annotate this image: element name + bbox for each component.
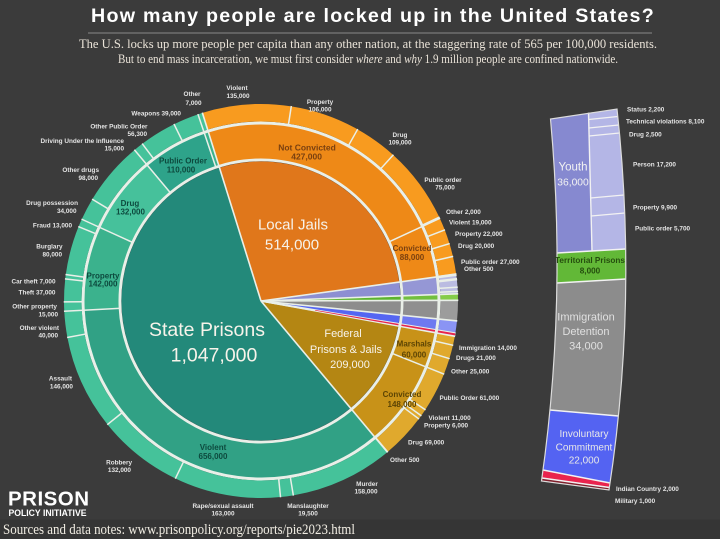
svg-text:110,000: 110,000 xyxy=(167,166,196,175)
svg-text:Marshals: Marshals xyxy=(397,339,432,348)
svg-text:209,000: 209,000 xyxy=(330,359,370,371)
svg-text:Drug 2,500: Drug 2,500 xyxy=(629,132,662,139)
svg-text:Violent: Violent xyxy=(200,443,227,452)
svg-text:POLICY INITIATIVE: POLICY INITIATIVE xyxy=(9,508,87,519)
svg-text:Local Jails: Local Jails xyxy=(258,217,328,234)
svg-text:How many people are locked up: How many people are locked up in the Uni… xyxy=(91,6,655,27)
svg-text:Other 500: Other 500 xyxy=(390,457,420,464)
svg-text:80,000: 80,000 xyxy=(42,252,62,259)
svg-text:132,000: 132,000 xyxy=(108,467,132,474)
svg-text:148,000: 148,000 xyxy=(388,400,417,409)
svg-text:Public Order: Public Order xyxy=(159,157,207,166)
svg-text:135,000: 135,000 xyxy=(226,93,250,100)
svg-text:Detention: Detention xyxy=(562,326,609,338)
svg-text:15,000: 15,000 xyxy=(38,312,58,319)
svg-text:Public Order 61,000: Public Order 61,000 xyxy=(440,395,500,402)
svg-text:Driving Under the Influence: Driving Under the Influence xyxy=(41,138,125,145)
svg-text:56,300: 56,300 xyxy=(127,131,147,138)
svg-text:Convicted: Convicted xyxy=(393,244,432,253)
svg-text:Other violent: Other violent xyxy=(20,325,60,332)
svg-text:Territorial Prisons: Territorial Prisons xyxy=(555,256,625,265)
svg-text:36,000: 36,000 xyxy=(557,178,589,189)
svg-text:Other: Other xyxy=(183,91,201,98)
svg-text:146,000: 146,000 xyxy=(50,384,74,391)
svg-text:Prisons & Jails: Prisons & Jails xyxy=(310,344,383,356)
svg-text:Property 6,000: Property 6,000 xyxy=(424,423,468,430)
svg-text:Commitment: Commitment xyxy=(556,443,613,454)
svg-text:Public order 5,700: Public order 5,700 xyxy=(635,226,690,233)
svg-text:Manslaughter: Manslaughter xyxy=(287,503,329,510)
svg-text:514,000: 514,000 xyxy=(265,237,319,254)
svg-text:163,000: 163,000 xyxy=(211,511,235,518)
svg-text:The U.S. locks up more people: The U.S. locks up more people per capita… xyxy=(79,37,657,51)
svg-text:60,000: 60,000 xyxy=(402,351,427,360)
svg-text:8,000: 8,000 xyxy=(580,267,601,276)
svg-text:Fraud 13,000: Fraud 13,000 xyxy=(33,223,73,230)
svg-text:88,000: 88,000 xyxy=(400,253,425,262)
svg-text:427,000: 427,000 xyxy=(291,152,322,162)
svg-text:Property 9,900: Property 9,900 xyxy=(633,205,677,212)
svg-text:158,000: 158,000 xyxy=(354,489,378,496)
svg-text:Other drugs: Other drugs xyxy=(62,167,99,174)
svg-text:Convicted: Convicted xyxy=(383,390,422,399)
svg-text:Assault: Assault xyxy=(49,376,73,383)
svg-text:Drug possession: Drug possession xyxy=(26,200,78,207)
svg-text:Theft 37,000: Theft 37,000 xyxy=(19,290,56,297)
svg-text:Public order 27,000: Public order 27,000 xyxy=(461,259,520,266)
svg-text:Violent 11,000: Violent 11,000 xyxy=(429,415,472,422)
svg-text:Other 500: Other 500 xyxy=(464,266,494,273)
svg-text:Military 1,000: Military 1,000 xyxy=(615,498,656,505)
svg-text:Technical violations 8,100: Technical violations 8,100 xyxy=(626,119,705,126)
svg-text:75,000: 75,000 xyxy=(435,185,455,192)
svg-text:Youth: Youth xyxy=(559,162,588,174)
svg-text:Not Convicted: Not Convicted xyxy=(278,142,336,152)
svg-text:Other 2,000: Other 2,000 xyxy=(446,209,481,216)
svg-text:PRISON: PRISON xyxy=(8,488,89,511)
svg-text:Drugs 21,000: Drugs 21,000 xyxy=(456,355,496,362)
svg-text:Immigration: Immigration xyxy=(557,312,614,324)
svg-text:Murder: Murder xyxy=(356,481,378,488)
svg-text:Drug 20,000: Drug 20,000 xyxy=(458,243,495,250)
svg-text:Burglary: Burglary xyxy=(36,244,63,251)
svg-text:109,000: 109,000 xyxy=(388,140,412,147)
svg-text:22,000: 22,000 xyxy=(569,456,600,467)
svg-text:656,000: 656,000 xyxy=(199,452,228,461)
svg-text:19,500: 19,500 xyxy=(298,511,318,518)
svg-text:Person 17,200: Person 17,200 xyxy=(633,162,676,169)
svg-text:Car theft 7,000: Car theft 7,000 xyxy=(11,279,55,286)
svg-text:Rape/sexual assault: Rape/sexual assault xyxy=(192,503,254,510)
svg-text:15,000: 15,000 xyxy=(104,146,124,153)
svg-text:Violent 19,000: Violent 19,000 xyxy=(449,220,492,227)
svg-text:34,000: 34,000 xyxy=(569,341,603,353)
svg-text:Other property: Other property xyxy=(12,304,57,311)
svg-text:Public order: Public order xyxy=(424,177,462,184)
svg-text:Drug: Drug xyxy=(393,132,408,139)
svg-text:Drug 69,000: Drug 69,000 xyxy=(408,440,445,447)
svg-text:Property: Property xyxy=(87,272,120,281)
svg-text:Drug: Drug xyxy=(121,199,140,208)
svg-text:Other Public Order: Other Public Order xyxy=(90,124,148,131)
svg-text:34,000: 34,000 xyxy=(57,208,77,215)
svg-text:State Prisons: State Prisons xyxy=(149,319,265,341)
svg-text:132,000: 132,000 xyxy=(116,208,145,217)
svg-text:Sources and data notes: www.pr: Sources and data notes: www.prisonpolicy… xyxy=(3,522,355,538)
svg-text:106,000: 106,000 xyxy=(308,107,332,114)
svg-text:98,000: 98,000 xyxy=(78,175,98,182)
svg-text:Involuntary: Involuntary xyxy=(560,429,609,440)
svg-text:40,000: 40,000 xyxy=(38,333,58,340)
svg-text:Federal: Federal xyxy=(324,328,361,340)
svg-text:7,000: 7,000 xyxy=(186,100,202,107)
svg-text:But to end mass incarceration,: But to end mass incarceration, we must f… xyxy=(118,52,618,66)
svg-text:Weapons 39,000: Weapons 39,000 xyxy=(131,111,181,118)
svg-text:Robbery: Robbery xyxy=(106,460,132,467)
svg-text:Violent: Violent xyxy=(226,85,248,92)
svg-text:Immigration 14,000: Immigration 14,000 xyxy=(459,345,517,352)
svg-text:1,047,000: 1,047,000 xyxy=(171,345,258,367)
svg-text:142,000: 142,000 xyxy=(89,280,118,289)
svg-text:Indian Country 2,000: Indian Country 2,000 xyxy=(616,486,679,493)
svg-text:Other 25,000: Other 25,000 xyxy=(451,369,490,376)
svg-text:Property 22,000: Property 22,000 xyxy=(455,231,503,238)
svg-text:Status 2,200: Status 2,200 xyxy=(627,107,665,114)
svg-text:Property: Property xyxy=(307,99,334,106)
